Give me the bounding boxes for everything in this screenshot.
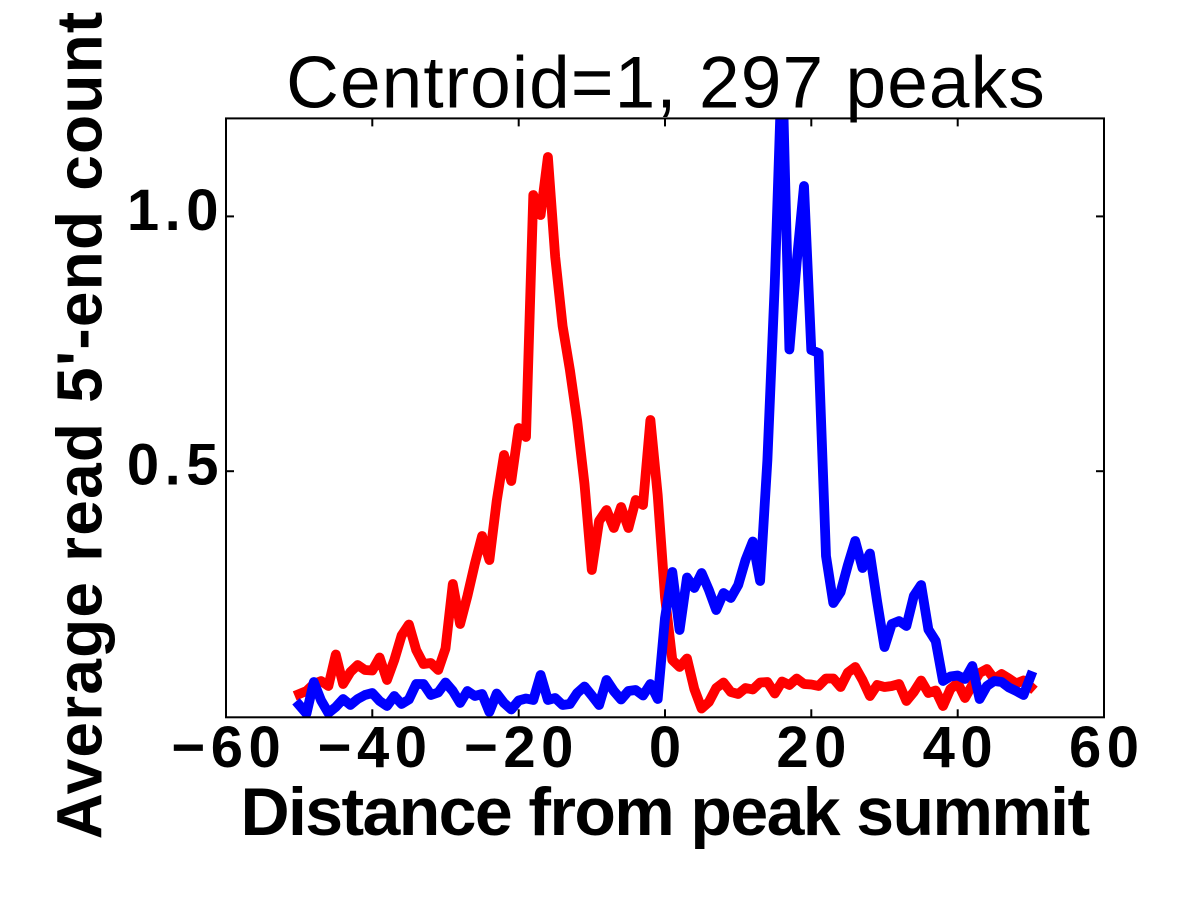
svg-text:Average read 5'-end count: Average read 5'-end count: [44, 11, 116, 840]
svg-text:−20: −20: [464, 715, 579, 780]
svg-text:−60: −60: [171, 715, 286, 780]
svg-text:−40: −40: [318, 715, 433, 780]
svg-text:20: 20: [776, 715, 852, 780]
svg-text:60: 60: [1069, 715, 1145, 780]
svg-text:0: 0: [649, 715, 687, 780]
svg-text:0.5: 0.5: [127, 433, 224, 498]
svg-text:Centroid=1, 297 peaks: Centroid=1, 297 peaks: [286, 43, 1046, 124]
svg-text:40: 40: [923, 715, 999, 780]
svg-text:Distance from peak summit: Distance from peak summit: [240, 774, 1089, 850]
svg-text:1.0: 1.0: [127, 178, 224, 243]
